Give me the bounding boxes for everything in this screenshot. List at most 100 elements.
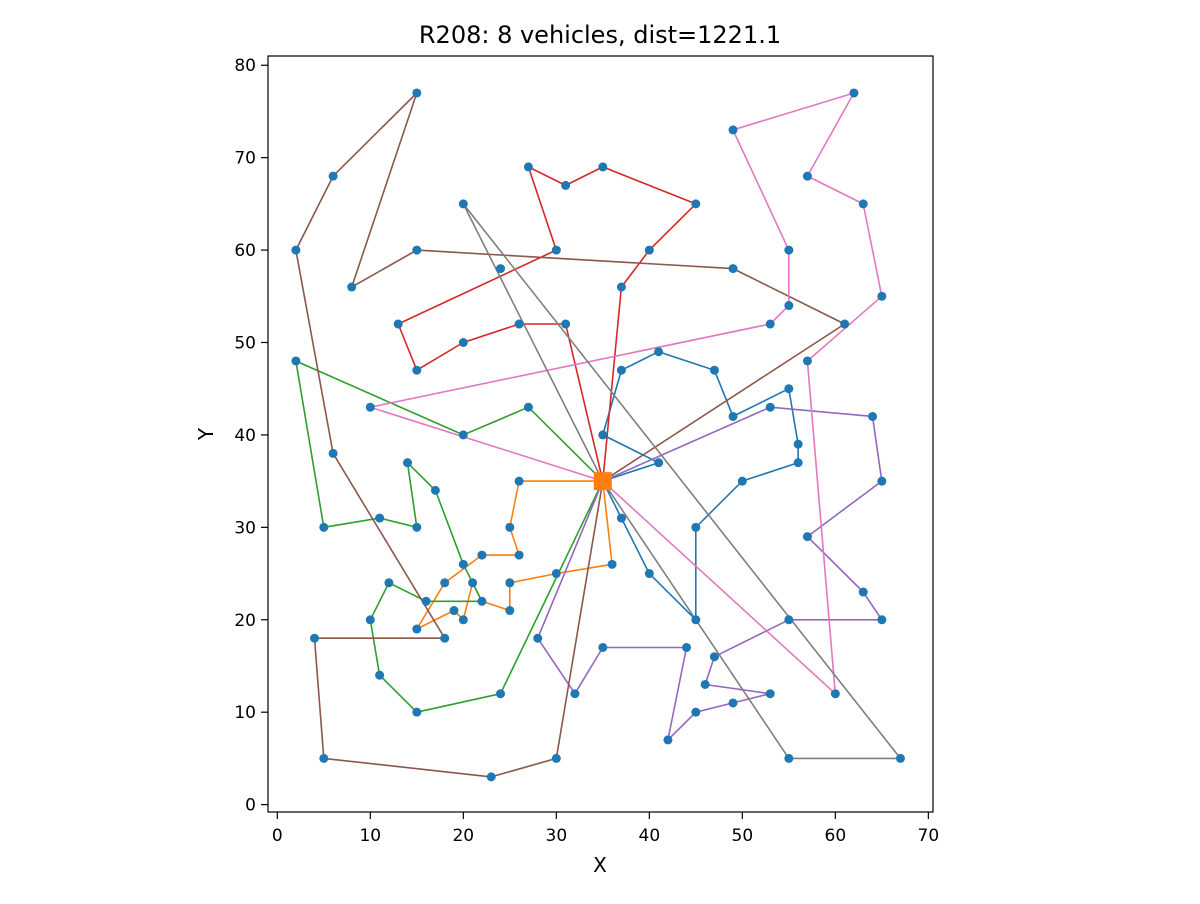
customer-point xyxy=(793,458,803,468)
customer-point xyxy=(319,753,329,763)
customer-point xyxy=(765,402,775,412)
customer-point xyxy=(784,384,794,394)
customer-point xyxy=(802,356,812,366)
customer-point xyxy=(468,578,478,588)
y-tick-label: 20 xyxy=(234,611,256,631)
customer-point xyxy=(644,569,654,579)
customer-point xyxy=(616,513,626,523)
customer-point xyxy=(514,476,524,486)
customer-point xyxy=(598,162,608,172)
depot-marker xyxy=(593,472,612,491)
customer-point xyxy=(682,642,692,652)
customer-point xyxy=(505,522,515,532)
customer-point xyxy=(514,550,524,560)
customer-point xyxy=(291,245,301,255)
customer-point xyxy=(607,559,617,569)
route-line-1 xyxy=(601,350,799,621)
customer-point xyxy=(793,439,803,449)
y-axis: 0 10 20 30 40 50 60 70 80 xyxy=(234,56,268,816)
customer-point xyxy=(551,245,561,255)
route-line-2 xyxy=(415,480,613,630)
customer-point xyxy=(458,615,468,625)
customer-point xyxy=(477,550,487,560)
y-tick-label: 10 xyxy=(234,703,256,723)
customer-point xyxy=(616,282,626,292)
customer-point xyxy=(328,448,338,458)
customer-point xyxy=(868,411,878,421)
customer-point xyxy=(691,199,701,209)
plot-frame xyxy=(267,55,934,813)
x-tick-label: 40 xyxy=(639,826,661,846)
customer-point xyxy=(486,772,496,782)
customer-point xyxy=(328,171,338,181)
x-axis: 0 10 20 30 40 50 60 70 xyxy=(272,812,939,846)
x-tick-label: 10 xyxy=(359,826,381,846)
customer-point xyxy=(523,402,533,412)
customer-point xyxy=(412,365,422,375)
y-axis-label: Y xyxy=(194,427,218,441)
customer-point xyxy=(598,430,608,440)
customer-point xyxy=(458,199,468,209)
customer-point xyxy=(551,569,561,579)
customer-point xyxy=(877,291,887,301)
customer-point xyxy=(709,365,719,375)
y-tick-label: 40 xyxy=(234,426,256,446)
customer-point xyxy=(523,162,533,172)
customer-point xyxy=(654,458,664,468)
customer-point xyxy=(375,513,385,523)
customer-point xyxy=(310,633,320,643)
customer-point xyxy=(709,652,719,662)
y-tick-label: 80 xyxy=(234,56,256,76)
x-tick-label: 50 xyxy=(732,826,754,846)
customer-point xyxy=(654,347,664,357)
customer-point xyxy=(319,522,329,532)
customer-point xyxy=(365,402,375,412)
customer-point xyxy=(458,338,468,348)
customer-point xyxy=(393,319,403,329)
customer-point xyxy=(477,596,487,606)
x-axis-label: X xyxy=(593,853,607,877)
route-line-3 xyxy=(295,360,604,714)
customer-point xyxy=(765,689,775,699)
customer-point xyxy=(691,522,701,532)
customer-point xyxy=(784,615,794,625)
customer-point xyxy=(784,301,794,311)
customer-point xyxy=(347,282,357,292)
customer-point xyxy=(430,485,440,495)
customer-point xyxy=(728,264,738,274)
customer-point xyxy=(440,578,450,588)
customer-point xyxy=(728,125,738,135)
customer-point xyxy=(784,245,794,255)
x-tick-label: 20 xyxy=(452,826,474,846)
customer-point xyxy=(291,356,301,366)
y-tick-label: 30 xyxy=(234,518,256,538)
customer-point xyxy=(644,245,654,255)
customer-point xyxy=(561,319,571,329)
customer-point xyxy=(421,596,431,606)
customer-point xyxy=(505,578,515,588)
customer-point xyxy=(598,642,608,652)
customer-point xyxy=(440,633,450,643)
customer-point xyxy=(561,180,571,190)
y-tick-label: 50 xyxy=(234,334,256,354)
chart-title: R208: 8 vehicles, dist=1221.1 xyxy=(419,21,781,49)
customer-point xyxy=(496,264,506,274)
y-tick-label: 70 xyxy=(234,149,256,169)
customer-point xyxy=(616,365,626,375)
customer-point xyxy=(895,753,905,763)
customer-point xyxy=(458,430,468,440)
x-tick-label: 30 xyxy=(546,826,568,846)
customer-point xyxy=(802,532,812,542)
customer-point xyxy=(412,88,422,98)
customer-point xyxy=(765,319,775,329)
customer-point xyxy=(570,689,580,699)
customer-point xyxy=(496,689,506,699)
customer-point xyxy=(412,624,422,634)
customer-point xyxy=(533,633,543,643)
points-layer xyxy=(291,88,905,782)
customer-point xyxy=(505,606,515,616)
customer-point xyxy=(784,753,794,763)
